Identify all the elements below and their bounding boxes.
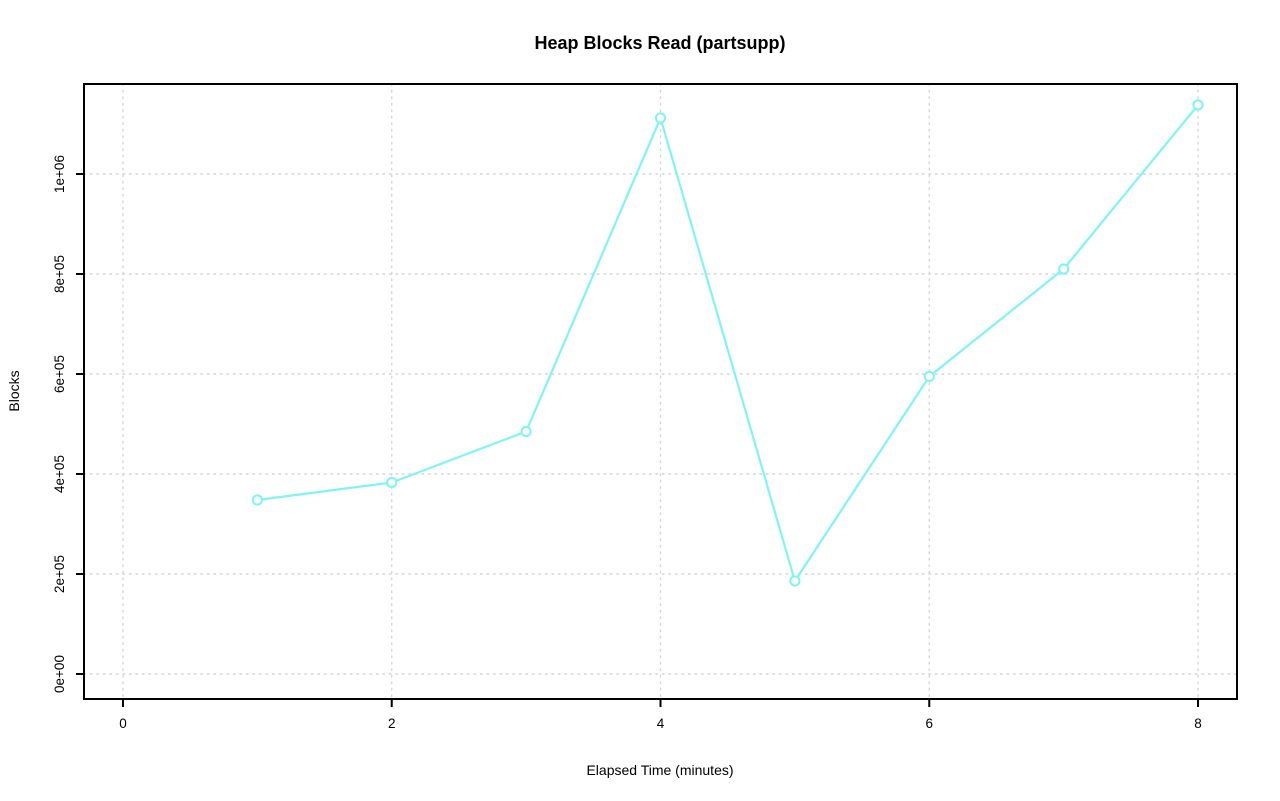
- x-tick-label: 8: [1194, 716, 1202, 731]
- x-axis-label: Elapsed Time (minutes): [586, 762, 733, 778]
- chart-title: Heap Blocks Read (partsupp): [534, 33, 785, 53]
- y-tick-label: 6e+05: [52, 355, 67, 393]
- data-point-marker: [1192, 99, 1204, 111]
- y-tick-label: 1e+06: [52, 155, 67, 193]
- data-point-marker: [923, 370, 935, 383]
- data-point-marker: [654, 112, 667, 124]
- tick-label-layer: 0 2 4 6 8 0e+00 2e+05 4e+05 6e+05 8e+05 1e+06: [52, 155, 1202, 731]
- x-tick-label: 4: [657, 716, 665, 731]
- y-axis-label: Blocks: [6, 370, 22, 411]
- x-tick-label: 2: [388, 716, 396, 731]
- data-point-marker: [789, 575, 801, 587]
- axis-layer: [76, 83, 1238, 707]
- y-tick-label: 2e+05: [52, 555, 67, 593]
- y-tick-label: 4e+05: [52, 455, 67, 493]
- data-point-marker: [520, 425, 532, 438]
- x-tick-label: 6: [926, 716, 934, 731]
- grid-layer: [83, 83, 1238, 700]
- data-point-marker: [251, 494, 263, 506]
- series-layer: [251, 99, 1204, 587]
- data-line: [256, 103, 1200, 583]
- x-tick-label: 0: [119, 716, 127, 731]
- data-point-marker: [1058, 263, 1070, 275]
- data-point-marker: [386, 476, 398, 489]
- y-tick-label: 0e+00: [52, 655, 67, 693]
- y-tick-label: 8e+05: [52, 255, 67, 293]
